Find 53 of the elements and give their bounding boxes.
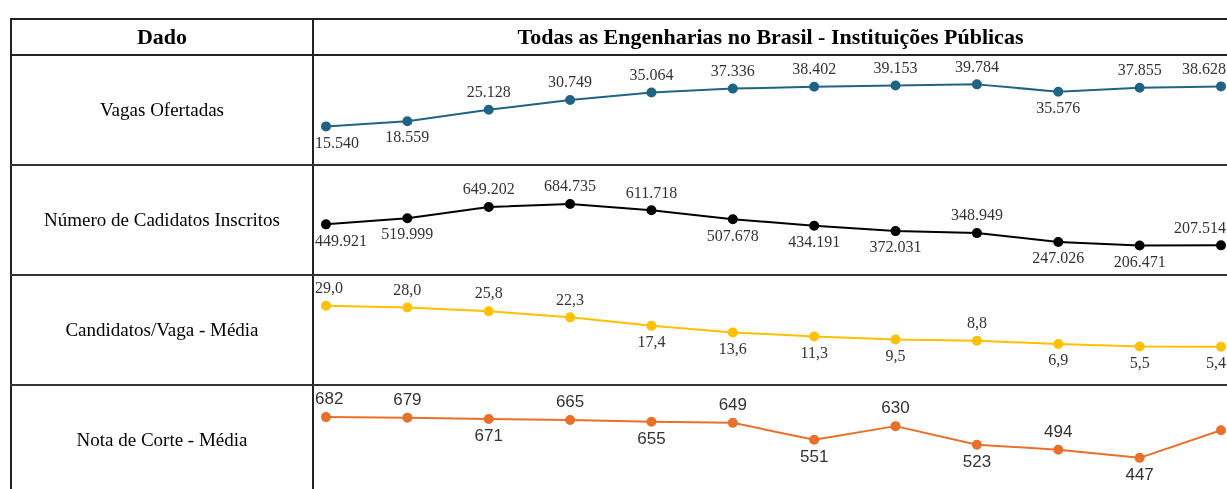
data-label: 35.064 — [629, 65, 674, 83]
data-label: 28,0 — [393, 280, 422, 298]
data-label: 630 — [881, 398, 910, 418]
data-label: 6,9 — [1048, 351, 1069, 369]
data-label: 25.128 — [466, 82, 511, 100]
data-label: 447 — [1125, 465, 1154, 485]
data-label: 551 — [799, 447, 829, 467]
data-label: 523 — [962, 451, 992, 471]
data-label: 5,5 — [1129, 353, 1150, 371]
chart-title: Todas as Engenharias no Brasil - Instituições Públicas — [516, 23, 1025, 51]
data-label: 682 — [314, 389, 344, 409]
data-label: 5,4 — [1206, 353, 1226, 371]
data-label: 37.855 — [1117, 60, 1162, 78]
y-axis-title: Nota de Corte - Média — [10, 386, 314, 489]
text: Dado — [136, 24, 188, 49]
y-axis-title: Vagas Ofertadas — [10, 56, 314, 164]
data-label: 22,3 — [556, 290, 585, 308]
y-axis-title: Candidatos/Vaga - Média — [10, 276, 314, 384]
data-label: 649 — [718, 395, 748, 415]
data-label: 13,6 — [718, 339, 747, 357]
data-label: 39.153 — [873, 58, 918, 76]
data-label: 671 — [474, 426, 503, 446]
data-label: 611.718 — [625, 183, 678, 201]
data-label: 206.471 — [1113, 252, 1166, 270]
data-label: 39.784 — [954, 57, 999, 75]
data-label: 655 — [637, 428, 666, 448]
data-label: 507.678 — [706, 226, 759, 244]
data-label: 18.559 — [385, 128, 430, 146]
y-axis-title: Número de Cadidatos Inscritos — [10, 166, 314, 274]
data-label: 649.202 — [462, 180, 515, 198]
data-label: 37.336 — [710, 61, 755, 79]
data-label: 17,4 — [637, 333, 666, 351]
data-label: 247.026 — [1032, 249, 1085, 267]
data-label: 372.031 — [869, 238, 922, 256]
data-label: 519.999 — [381, 225, 434, 243]
data-label: 679 — [393, 389, 422, 409]
data-label: 29,0 — [315, 278, 343, 296]
data-label: 9,5 — [885, 346, 906, 364]
data-label: 348.949 — [950, 206, 1003, 224]
data-label: 15.540 — [315, 133, 359, 151]
data-label: 665 — [555, 392, 585, 412]
data-label: 38.628 — [1182, 59, 1226, 77]
data-label: 11,3 — [800, 343, 828, 361]
data-label: 207.514 — [1174, 218, 1226, 236]
data-label: 8,8 — [966, 313, 987, 331]
data-label: 38.402 — [792, 59, 837, 77]
data-label: 684.735 — [544, 177, 597, 195]
data-label: 434.191 — [788, 232, 841, 250]
data-label: 30.749 — [548, 73, 593, 91]
data-label: 494 — [1044, 421, 1073, 441]
data-label: 449.921 — [315, 231, 367, 249]
data-label: 35.576 — [1036, 98, 1081, 116]
data-label: 25,8 — [474, 284, 503, 302]
